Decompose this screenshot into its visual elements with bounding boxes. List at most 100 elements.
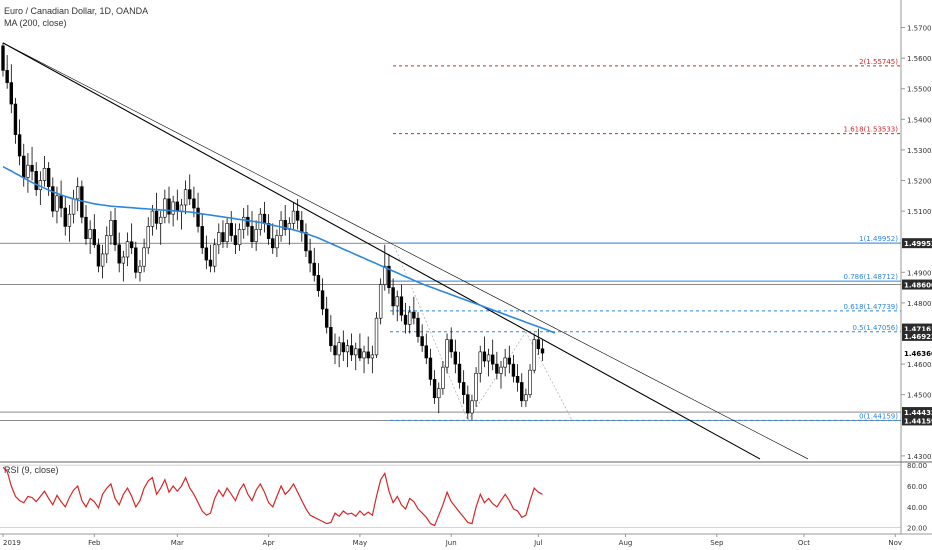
candle-body — [150, 210, 155, 227]
candle-body — [179, 204, 184, 212]
candle-body — [92, 229, 97, 246]
price-marker-label: 1.46360 — [904, 350, 932, 358]
candle-body — [229, 223, 233, 236]
candle-body — [208, 259, 213, 267]
candle-body — [55, 195, 59, 212]
candle-body — [271, 238, 275, 249]
candle-body — [362, 351, 366, 359]
candle-body — [453, 351, 458, 365]
candle-body — [146, 226, 150, 249]
price-marker-box — [902, 323, 932, 334]
candle-body — [283, 219, 287, 230]
time-tick-label: May — [353, 539, 367, 547]
candle-body — [275, 235, 279, 249]
candle-body — [528, 369, 532, 395]
candle-body — [105, 235, 109, 255]
candle-body — [536, 339, 541, 350]
candle-body — [378, 284, 383, 319]
trendline-secondary — [2, 42, 809, 460]
pattern-leg-line — [392, 243, 469, 421]
candle-body — [34, 171, 38, 190]
candle-body — [138, 265, 142, 273]
candle-body — [121, 256, 126, 264]
candle-body — [109, 219, 113, 236]
candle-body — [192, 198, 196, 209]
candle-body — [490, 354, 495, 365]
candle-body — [403, 314, 408, 325]
candle-body — [374, 317, 379, 356]
candle-body — [250, 226, 254, 243]
price-tick-label: 1.54000 — [907, 116, 932, 124]
candle-body — [478, 351, 482, 374]
price-marker-box — [902, 407, 932, 418]
candle-body — [51, 186, 55, 212]
candle-body — [225, 223, 229, 243]
rsi-line — [2, 466, 543, 527]
candle-body — [96, 244, 101, 267]
candle-body — [308, 250, 312, 264]
trendline-main — [2, 42, 761, 460]
candle-body — [134, 247, 138, 273]
ma200-line — [2, 165, 556, 334]
candle-body — [312, 262, 316, 276]
fib-retracement-label: 0(1.44159) — [859, 412, 898, 420]
candle-body — [482, 351, 487, 362]
candle-body — [349, 345, 354, 356]
candle-body — [59, 195, 63, 209]
candle-body — [461, 382, 466, 395]
candle-body — [217, 232, 221, 246]
candle-body — [171, 201, 175, 215]
candle-body — [486, 354, 491, 362]
candle-body — [412, 311, 416, 319]
candle-body — [383, 265, 387, 285]
rsi-tick-label: 80.00 — [907, 462, 927, 470]
price-tick-label: 1.43000 — [907, 453, 932, 461]
candle-body — [167, 198, 171, 215]
candle-body — [266, 223, 271, 239]
rsi-tick-label: 20.00 — [907, 525, 927, 533]
time-tick-label: Mar — [171, 539, 184, 547]
candle-body — [30, 164, 34, 172]
candle-body — [395, 296, 399, 307]
candle-body — [520, 382, 524, 402]
candle-body — [196, 207, 200, 227]
candle-body — [304, 232, 308, 252]
candle-body — [46, 167, 51, 187]
candle-body — [188, 189, 192, 200]
candle-body — [341, 342, 345, 353]
time-tick-label: Oct — [798, 539, 810, 547]
candle-body — [358, 348, 362, 359]
candle-body — [316, 275, 321, 291]
candle-body — [254, 229, 258, 243]
fib-extension-label: 1.618(1.53533) — [844, 126, 899, 134]
candle-body — [300, 219, 304, 233]
candle-body — [142, 247, 146, 267]
candle-body — [354, 348, 358, 356]
rsi-tick-label: 60.00 — [907, 483, 927, 491]
candle-body — [320, 290, 325, 310]
candle-body — [67, 213, 72, 227]
candle-body — [17, 134, 22, 157]
price-tick-label: 1.55000 — [907, 86, 932, 94]
candle-body — [5, 70, 9, 83]
candle-body — [221, 232, 225, 243]
time-tick-label: Jul — [533, 539, 543, 547]
candle-body — [291, 210, 296, 224]
candle-body — [437, 388, 441, 399]
candle-body — [9, 82, 13, 105]
candle-body — [474, 372, 478, 402]
price-marker-box — [902, 348, 932, 359]
candle-body — [175, 201, 179, 212]
candle-body — [540, 348, 545, 354]
candle-body — [466, 394, 470, 414]
candle-body — [129, 241, 134, 249]
chart-title: Euro / Canadian Dollar, 1D, OANDA — [4, 6, 149, 16]
candle-body — [499, 366, 503, 374]
candle-body — [262, 213, 267, 224]
candle-body — [84, 216, 88, 239]
price-marker-box — [902, 415, 932, 426]
time-tick-label: Aug — [619, 539, 633, 547]
candle-body — [370, 354, 375, 359]
candle-body — [416, 317, 420, 337]
